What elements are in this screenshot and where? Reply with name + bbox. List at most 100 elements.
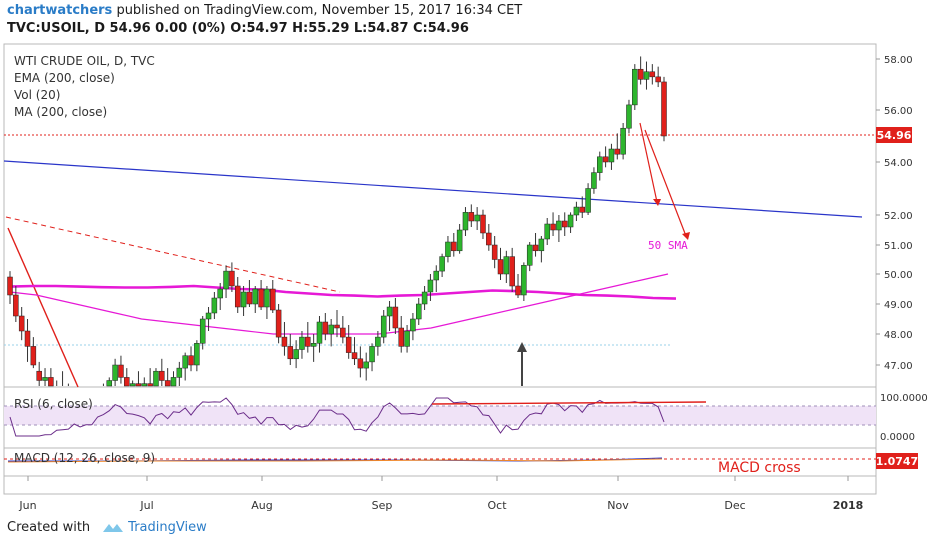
candle-body	[480, 214, 486, 234]
candle-body	[462, 212, 469, 231]
indicator-legend: WTI CRUDE OIL, D, TVC EMA (200, close) V…	[14, 53, 155, 121]
candle-body	[632, 68, 638, 106]
trendline-blue[interactable]	[3, 160, 863, 218]
candle-body	[416, 303, 422, 320]
candle-body	[176, 367, 183, 378]
candle-body	[597, 156, 603, 173]
candle-body	[112, 364, 118, 381]
candle-body	[421, 291, 428, 305]
trendline-dashed-red[interactable]	[5, 216, 341, 293]
price-chart[interactable]: 58.00 56.00 54.00 52.00 51.00 50.00 49.00 48.00…	[0, 0, 940, 520]
brand-label: TradingView	[128, 520, 207, 535]
trendline-steep-red[interactable]	[7, 227, 79, 388]
candle-body	[521, 265, 527, 296]
legend-title[interactable]: WTI CRUDE OIL, D, TVC	[14, 54, 155, 68]
candle-body	[211, 297, 218, 314]
candle-body	[340, 327, 346, 338]
time-axis: Jun Jul Aug Sep Oct Nov Dec 2018	[18, 476, 863, 512]
candle-body	[456, 229, 463, 252]
candle-body	[153, 370, 159, 387]
candle-body	[299, 336, 305, 350]
candle-body	[293, 349, 299, 360]
candle-body	[240, 291, 247, 308]
candle-body	[182, 355, 188, 369]
ema-200-line	[9, 284, 677, 300]
time-tick-label: Dec	[724, 499, 745, 512]
candle-body	[474, 214, 480, 222]
candle-body	[36, 370, 42, 381]
price-tick-label: 50.00	[884, 270, 913, 281]
candle-body	[532, 244, 539, 252]
symbol-line: TVC:USOIL, D 54.96 0.00 (0%) O:54.97 H:5…	[7, 21, 469, 36]
candle-body	[234, 285, 241, 308]
price-tick-label: 52.00	[884, 211, 913, 222]
candle-body	[602, 156, 609, 163]
candle-body	[129, 383, 136, 387]
candle-body	[275, 309, 282, 338]
sma-50-line	[9, 273, 669, 335]
candle-body	[404, 330, 410, 347]
candle-body	[264, 288, 270, 308]
candle-body	[386, 306, 393, 317]
tradingview-link[interactable]: TradingView	[96, 520, 207, 535]
candle-body	[18, 315, 25, 332]
legend-ma[interactable]: MA (200, close)	[14, 105, 108, 119]
candle-body	[567, 214, 574, 228]
candle-body	[410, 318, 416, 332]
rsi-axis-top: 100.0000	[880, 393, 928, 404]
candle-body	[334, 324, 340, 329]
down-arrow-2-icon	[682, 232, 690, 240]
price-tick-label: 48.00	[884, 330, 913, 341]
time-tick-label: Nov	[607, 499, 629, 512]
candle-body	[322, 321, 329, 335]
candle-body	[643, 71, 650, 80]
candle-body	[42, 377, 48, 381]
candle-body	[164, 380, 171, 387]
candle-body	[503, 256, 510, 275]
candle-body	[626, 104, 632, 129]
price-tick-label: 58.00	[884, 55, 913, 66]
candle-body	[106, 380, 113, 387]
candle-body	[561, 220, 568, 228]
candle-body	[316, 321, 323, 344]
created-with-text: Created with	[7, 520, 91, 535]
macd-value-tag	[876, 453, 918, 469]
candle-body	[252, 288, 258, 305]
candle-body	[375, 336, 381, 347]
candle-body	[579, 206, 585, 213]
macd-value: 1.0747	[876, 455, 918, 468]
price-tick-label: 56.00	[884, 106, 913, 117]
candle-body	[637, 68, 644, 80]
author-link[interactable]: chartwatchers	[7, 3, 113, 18]
rsi-axis-bottom: 0.0000	[880, 432, 915, 443]
candle-body	[573, 206, 580, 216]
candle-body	[608, 148, 615, 163]
rsi-band	[4, 406, 876, 425]
candle-body	[48, 377, 54, 387]
candle-body	[649, 71, 656, 78]
price-tick-label: 54.00	[884, 158, 913, 169]
candle-body	[544, 223, 550, 240]
candle-body	[351, 352, 358, 360]
candle-body	[445, 241, 451, 257]
candle-body	[491, 244, 498, 260]
candle-body	[170, 377, 177, 387]
macd-signal-line	[7, 458, 663, 463]
last-price-value: 54.96	[877, 129, 912, 142]
time-tick-label: Aug	[251, 499, 272, 512]
candle-body	[310, 343, 317, 347]
candle-body	[229, 270, 235, 287]
price-tick-label: 49.00	[884, 300, 913, 311]
price-tick-label: 51.00	[884, 241, 913, 252]
candle-body	[363, 361, 369, 369]
legend-vol[interactable]: Vol (20)	[14, 88, 61, 102]
candle-body	[369, 346, 375, 363]
legend-ema[interactable]: EMA (200, close)	[14, 71, 115, 85]
up-arrow-icon	[517, 342, 527, 352]
time-tick-label: Oct	[487, 499, 507, 512]
candle-body	[124, 377, 130, 387]
candle-body	[497, 259, 504, 275]
time-tick-label: Jun	[18, 499, 36, 512]
candle-body	[591, 172, 597, 189]
candle-body	[270, 288, 276, 311]
